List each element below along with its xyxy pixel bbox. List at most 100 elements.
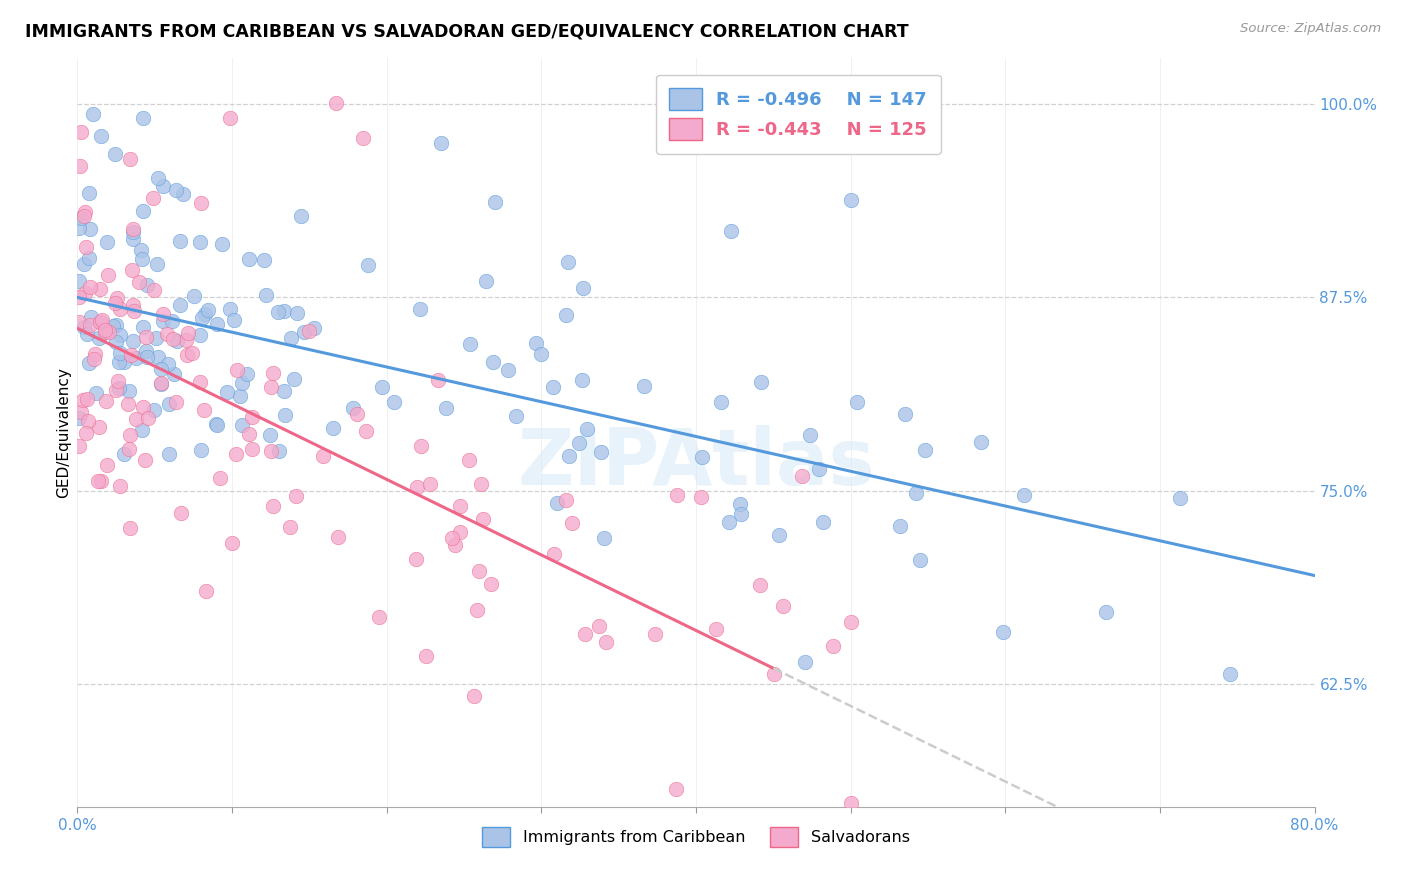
Point <box>89 315 111 329</box>
Point <box>122 225 145 239</box>
Point <box>205 317 228 331</box>
Point <box>79 251 101 265</box>
Point <box>188 327 211 342</box>
Point <box>555 308 578 322</box>
Point <box>165 395 187 409</box>
Point <box>190 443 212 458</box>
Point <box>132 320 155 334</box>
Point <box>108 381 131 395</box>
Point <box>436 401 458 416</box>
Point <box>180 346 202 360</box>
Point <box>104 147 127 161</box>
Point <box>505 409 527 424</box>
Point <box>710 395 733 409</box>
Point <box>292 325 315 339</box>
Point <box>183 289 205 303</box>
Point <box>91 312 114 326</box>
Point <box>117 397 139 411</box>
Point <box>131 423 153 437</box>
Point <box>352 131 374 145</box>
Point <box>132 112 155 126</box>
Point <box>790 469 813 483</box>
Point <box>371 379 394 393</box>
Point <box>76 392 98 406</box>
Point <box>110 327 132 342</box>
Point <box>368 610 391 624</box>
Point <box>195 583 218 598</box>
Point <box>208 471 231 485</box>
Point <box>174 333 197 347</box>
Point <box>108 479 131 493</box>
Point <box>283 371 305 385</box>
Point <box>763 666 786 681</box>
Point <box>238 252 260 266</box>
Point <box>690 450 713 464</box>
Point <box>122 303 145 318</box>
Point <box>75 425 97 440</box>
Point <box>225 447 247 461</box>
Point <box>458 337 481 351</box>
Point <box>254 288 277 302</box>
Point <box>177 326 200 341</box>
Point <box>146 257 169 271</box>
Point <box>799 428 821 442</box>
Point <box>211 237 233 252</box>
Point <box>69 211 91 225</box>
Point <box>79 222 101 236</box>
Point <box>575 422 598 436</box>
Point <box>108 301 131 316</box>
Point <box>90 128 112 143</box>
Text: Source: ZipAtlas.com: Source: ZipAtlas.com <box>1240 22 1381 36</box>
Point <box>325 95 347 110</box>
Point <box>163 367 186 381</box>
Point <box>73 209 96 223</box>
Point <box>633 378 655 392</box>
Point <box>72 393 94 408</box>
Point <box>472 512 495 526</box>
Point <box>346 407 368 421</box>
Point <box>449 524 471 539</box>
Point <box>152 178 174 193</box>
Point <box>794 656 817 670</box>
Point <box>134 453 156 467</box>
Point <box>889 519 911 533</box>
Point <box>75 240 97 254</box>
Point <box>162 332 184 346</box>
Point <box>541 380 564 394</box>
Point <box>118 521 141 535</box>
Point <box>84 386 107 401</box>
Point <box>356 424 378 438</box>
Point <box>914 443 936 458</box>
Point <box>312 449 335 463</box>
Point <box>260 380 283 394</box>
Point <box>67 274 90 288</box>
Point <box>122 334 145 349</box>
Point <box>665 781 688 796</box>
Point <box>156 357 179 371</box>
Point <box>170 507 193 521</box>
Point <box>157 397 180 411</box>
Point <box>465 603 488 617</box>
Point <box>136 277 159 292</box>
Point <box>176 348 198 362</box>
Point <box>530 346 553 360</box>
Point <box>231 376 253 391</box>
Point <box>72 320 94 334</box>
Point <box>77 356 100 370</box>
Point <box>94 323 117 337</box>
Point <box>302 320 325 334</box>
Point <box>122 298 145 312</box>
Point <box>148 171 170 186</box>
Point <box>79 280 101 294</box>
Point <box>665 488 688 502</box>
Point <box>90 475 112 489</box>
Point <box>172 186 194 201</box>
Point <box>150 376 173 391</box>
Point <box>149 361 172 376</box>
Point <box>555 493 578 508</box>
Point <box>595 635 617 649</box>
Point <box>142 403 165 417</box>
Point <box>405 552 427 566</box>
Point <box>135 330 157 344</box>
Point <box>107 374 129 388</box>
